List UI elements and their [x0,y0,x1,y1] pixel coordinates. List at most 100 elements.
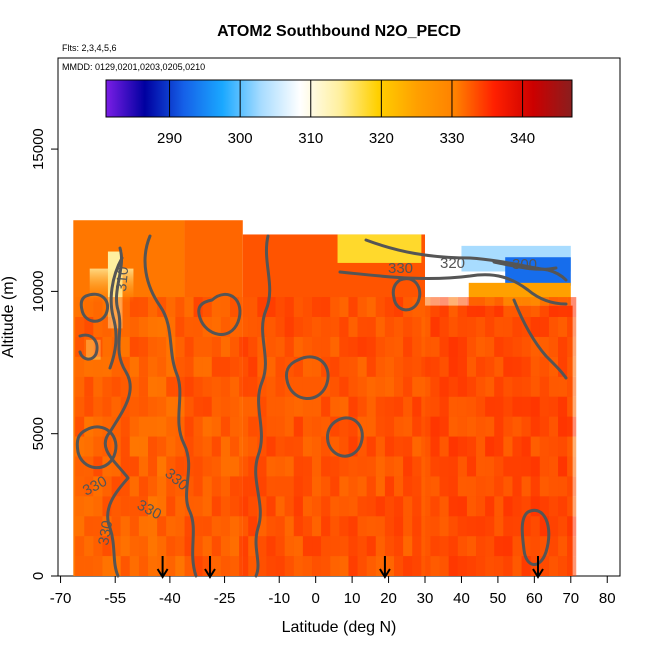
heatmap-cell [239,456,249,477]
heatmap-cell [339,317,349,337]
heatmap-cell [93,376,103,397]
heatmap-cell [166,396,176,417]
heatmap-cell [102,516,112,537]
heatmap-cell [412,297,422,317]
heatmap-cell [457,376,467,397]
heatmap-cell [412,376,422,397]
heatmap-cell [448,396,458,417]
heatmap-cell [93,317,103,337]
y-tick-label: 10000 [30,271,47,313]
heatmap-cell [421,536,431,557]
heatmap-cell [348,317,358,337]
heatmap-cell [558,396,568,417]
heatmap-cell [384,536,395,557]
heatmap-cell [248,476,258,497]
heatmap-cell [275,436,285,457]
heatmap-cell [357,336,367,357]
heatmap-cell [466,297,477,317]
heatmap-cell [248,416,258,437]
heatmap-cell [84,436,94,457]
y-axis: 0 5000 10000 15000 [30,128,58,580]
heatmap-cell [284,496,294,517]
heatmap-cell [548,297,559,317]
heatmap-cell [567,317,577,337]
flight-arrow-head [204,568,216,579]
heatmap-cell [275,297,285,317]
heatmap-cell [548,436,559,457]
heatmap-cell [293,516,303,537]
heatmap-cell [503,456,513,477]
heatmap-cell [521,297,531,317]
heatmap-cell [321,496,331,517]
x-tick-label: -40 [159,590,181,607]
heatmap-cell [548,317,559,337]
heatmap-cell [375,496,385,517]
heatmap-cell [275,396,285,417]
heatmap-cell [148,376,158,397]
heatmap-cell [339,556,349,576]
heatmap-cell [439,476,449,497]
heatmap-cell [175,476,185,497]
heatmap-cell [239,356,249,377]
heatmap-cell [202,456,212,477]
heatmap-cell [257,516,267,537]
heatmap-cell [357,476,367,497]
heatmap-cell [530,376,540,397]
heatmap-cell [148,496,158,517]
heatmap-cell [120,297,130,317]
heatmap-cell [503,376,513,397]
heatmap-cell [138,416,149,437]
heatmap-cell [339,356,349,377]
heatmap-cell [293,356,303,377]
heatmap-cell [148,536,158,557]
heatmap-cell [348,476,358,497]
heatmap-cell [384,416,395,437]
heatmap-cell [503,436,513,457]
heatmap-cell [157,516,167,537]
heatmap-cell [230,496,240,517]
heatmap-cell [375,476,385,497]
heatmap-cell [302,416,313,437]
heatmap-cell [476,516,486,537]
contour-line-330-northeast [338,270,568,306]
heatmap-cell [384,376,395,397]
heatmap-cell [157,536,167,557]
x-axis: -70 -55 -40 -25 -10 0 10 20 30 40 50 60 70 80 [50,576,616,607]
heatmap-cell [330,396,340,417]
heatmap-cell [275,356,285,377]
heatmap-cell [548,356,559,377]
heatmap-cell [539,536,549,557]
heatmap-cell [384,496,395,517]
heatmap-cell [375,556,385,576]
heatmap-cell [448,356,458,377]
heatmap-cell [567,536,577,557]
heatmap-cell [239,336,249,357]
heatmap-cell [239,317,249,337]
heatmap-cell [567,436,577,457]
heatmap-cell [567,476,577,497]
heatmap-cell [457,456,467,477]
heatmap-cell [321,536,331,557]
heatmap-cell [93,516,103,537]
heatmap-cell [521,556,531,576]
heatmap-cell [366,356,376,377]
heatmap-cell [275,317,285,337]
heatmap-cell [284,476,294,497]
heatmap-cell [494,496,504,517]
heatmap-cell [421,297,431,317]
heatmap-cell [539,556,549,576]
heatmap-cell [284,436,294,457]
heatmap-cell [248,336,258,357]
heatmap-cell [412,356,422,377]
heatmap-cell [302,536,313,557]
heatmap-cell [266,297,276,317]
contour-line-330-loop-d [326,416,364,458]
heatmap-cell [202,476,212,497]
heatmap-cell [129,516,139,537]
heatmap-cell [239,416,249,437]
heatmap-cell [175,297,185,317]
heatmap-cell [466,476,477,497]
heatmap-cell [530,476,540,497]
heatmap-cell [138,496,149,517]
heatmap-cell [457,297,467,317]
